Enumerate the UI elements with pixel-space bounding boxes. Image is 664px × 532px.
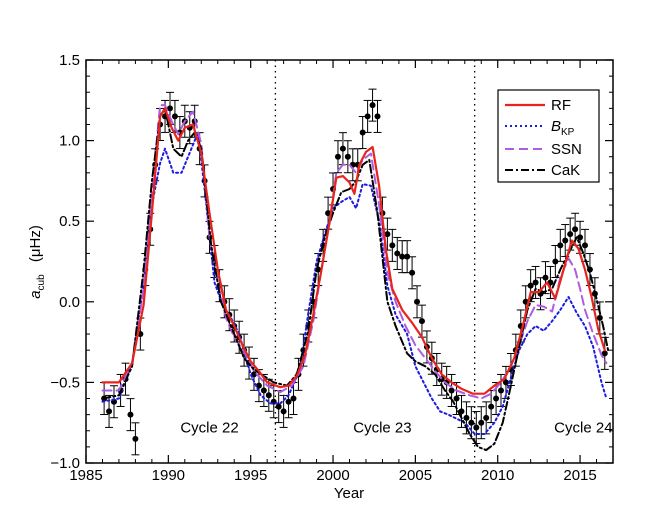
data-point [453,395,460,402]
x-tick-label: 2010 [481,467,514,484]
y-tick-label: 0.5 [59,213,80,230]
data-point [483,414,490,421]
series-line-cak [101,107,610,452]
data-point [557,242,564,249]
annotation-cycle-22: Cycle 22 [180,420,238,437]
data-point [260,387,267,394]
data-point [567,231,574,238]
y-tick-label: −0.5 [50,374,80,391]
y-tick-label: 1.0 [59,133,80,150]
data-point [502,379,509,386]
series-line-b-kp [101,131,608,435]
data-point [532,279,539,286]
data-point [409,269,416,276]
data-point [468,419,475,426]
legend-label-bkp: BKP [551,118,575,138]
data-point [527,282,534,289]
data-point [374,113,381,120]
data-point [127,411,134,418]
data-point [275,403,282,410]
data-point [364,113,371,120]
data-point [285,398,292,405]
data-point [132,435,139,442]
legend-box [497,89,600,183]
data-point [562,237,569,244]
data-point [448,387,455,394]
data-point [542,274,549,281]
data-point [582,242,589,249]
y-tick-label: 0.0 [59,294,80,311]
x-tick-label: 2015 [563,467,596,484]
y-tick-label: 1.5 [59,52,80,69]
data-point [463,414,470,421]
data-point [290,395,297,402]
x-tick-label: 1990 [152,467,185,484]
data-point [369,102,376,109]
data-point [552,258,559,265]
data-point [280,408,287,415]
y-axis-title-var: a [27,290,44,298]
data-point [493,395,500,402]
data-point [572,226,579,233]
x-tick-label: 1985 [69,467,102,484]
data-point [166,105,173,112]
data-point [255,382,262,389]
data-point [334,153,341,160]
x-tick-label: 2005 [399,467,432,484]
data-point [498,387,505,394]
y-axis-title: acub (μHz) [27,225,47,299]
data-point [359,129,366,136]
data-point [404,253,411,260]
x-axis-title: Year [334,485,364,502]
data-point [478,419,485,426]
y-axis-title-unit: (μHz) [27,225,44,262]
legend-label-ssn: SSN [551,141,582,158]
svg-text:acub (μHz): acub (μHz) [27,225,47,299]
y-tick-label: −1.0 [50,455,80,472]
legend-label-bkp-sub: KP [561,127,575,138]
data-point [418,318,425,325]
legend: RF BKP SSN CaK [497,89,600,183]
data-point [394,250,401,257]
legend-label-cak: CaK [551,162,580,179]
data-point [339,145,346,152]
x-tick-label: 1995 [234,467,267,484]
data-point [389,242,396,249]
data-point [344,153,351,160]
annotation-cycle-24: Cycle 24 [554,420,612,437]
data-point [265,392,272,399]
data-point [601,350,608,357]
data-point [106,408,113,415]
data-point [171,113,178,120]
data-point [488,403,495,410]
annotation-cycle-23: Cycle 23 [353,420,411,437]
legend-label-rf: RF [551,97,571,114]
y-axis-title-sub: cub [36,274,47,291]
series-line-rf [101,107,606,395]
legend-label-bkp-main: B [551,118,561,135]
data-point [577,234,584,241]
data-point [414,298,421,305]
data-point [384,231,391,238]
data-point [399,253,406,260]
data-point [473,424,480,431]
x-tick-label: 2000 [316,467,349,484]
